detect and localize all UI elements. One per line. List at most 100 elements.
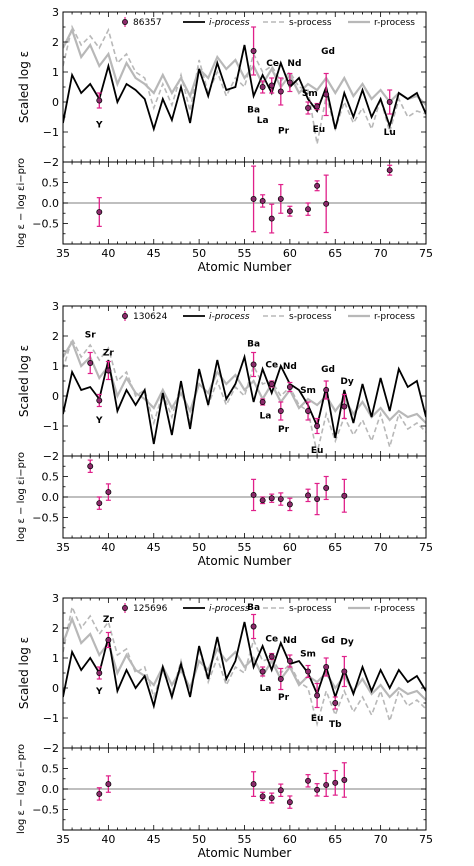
residual-point <box>259 197 266 204</box>
x-tick-label: 40 <box>101 541 115 554</box>
data-point <box>96 97 103 104</box>
legend-s-label: s-process <box>289 604 332 614</box>
element-label: Y <box>95 121 103 131</box>
x-axis-label: Atomic Number <box>198 260 292 274</box>
legend-star-label: 86357 <box>133 18 162 28</box>
residual-point <box>305 492 311 499</box>
data-point <box>286 384 293 390</box>
res-y-tick-label: 0.0 <box>42 197 60 210</box>
x-tick-label: 60 <box>283 833 297 846</box>
element-label: Pr <box>278 693 290 703</box>
residual-point <box>105 489 112 496</box>
x-tick-label: 40 <box>101 247 115 260</box>
model-lines <box>63 604 426 728</box>
element-label: Dy <box>340 377 353 387</box>
legend: 130624 i-process s-process r-process <box>122 311 415 322</box>
residual-point <box>259 793 266 800</box>
x-ticks: 35 40 45 50 55 60 65 70 75 <box>56 12 433 260</box>
residual-point <box>314 786 321 793</box>
x-tick-label: 60 <box>283 541 297 554</box>
legend-s-label: s-process <box>289 312 332 322</box>
element-label: Sm <box>300 650 316 660</box>
y-tick-label: 3 <box>52 300 59 313</box>
residual-point <box>386 167 393 174</box>
y-tick-label: −2 <box>43 450 59 463</box>
legend: 125696 i-process s-process r-process <box>122 603 415 614</box>
legend-marker <box>122 313 128 319</box>
legend-r-label: r-process <box>374 312 415 322</box>
x-tick-label: 45 <box>147 247 161 260</box>
element-label: Sm <box>300 386 316 396</box>
element-label: La <box>259 412 271 422</box>
y-tick-label: −1 <box>43 712 59 725</box>
element-label: Eu <box>311 714 324 724</box>
legend-i-label: i-process <box>209 312 250 322</box>
data-point <box>268 381 275 387</box>
element-label: Ce <box>265 635 278 645</box>
residual-point <box>105 781 112 788</box>
element-label: Sm <box>302 89 318 99</box>
residual-point <box>305 206 311 213</box>
data-point <box>105 637 112 643</box>
data-point <box>259 84 266 90</box>
residual-point <box>314 496 321 502</box>
legend-marker <box>122 19 128 25</box>
residual-y-axis-label: log ε − log εi−pro <box>16 744 27 834</box>
x-tick-label: 50 <box>192 541 206 554</box>
y-ticks: −2 −1 0 1 2 3 −0.5 0.0 0.5 <box>32 300 426 529</box>
r-process-line <box>63 615 426 701</box>
y-axis-label: Scaled log ε <box>17 637 31 709</box>
res-y-tick-label: 0.0 <box>42 491 60 504</box>
residual-point <box>305 777 311 784</box>
element-label: Y <box>95 416 103 426</box>
y-tick-label: 0 <box>52 682 59 695</box>
x-tick-label: 50 <box>192 247 206 260</box>
x-tick-label: 35 <box>56 833 70 846</box>
data-point <box>250 623 257 630</box>
res-y-tick-label: 0.5 <box>42 471 60 484</box>
legend-s-label: s-process <box>289 18 332 28</box>
i-process-line <box>63 44 426 133</box>
x-tick-label: 65 <box>328 247 342 260</box>
data-point <box>250 48 257 54</box>
y-tick-label: −2 <box>43 742 59 755</box>
data-point <box>96 670 103 676</box>
y-tick-label: 2 <box>52 36 59 49</box>
y-tick-label: 1 <box>52 66 59 79</box>
element-label: Gd <box>321 636 335 646</box>
y-tick-label: 2 <box>52 330 59 343</box>
observed-points <box>96 26 393 117</box>
residual-point <box>268 215 275 222</box>
element-label: Lu <box>384 128 396 138</box>
x-tick-label: 55 <box>238 833 252 846</box>
legend-r-label: r-process <box>374 604 415 614</box>
data-point <box>259 668 266 675</box>
x-tick-label: 40 <box>101 833 115 846</box>
residual-point <box>277 496 284 502</box>
residual-point <box>268 795 275 801</box>
y-axis-label: Scaled log ε <box>17 345 31 417</box>
x-ticks: 35 40 45 50 55 60 65 70 75 <box>56 598 433 846</box>
i-process-line <box>63 621 426 710</box>
data-point <box>305 668 311 675</box>
panel-130624: Sr Zr Y Ba Ce Nd La Pr Sm Eu Gd Dy 35 40 45 50 55 60 65 70 7… <box>16 300 433 568</box>
x-tick-label: 45 <box>147 833 161 846</box>
residual-point <box>323 485 330 491</box>
y-tick-label: 1 <box>52 652 59 665</box>
element-label: Zr <box>103 349 115 359</box>
x-tick-label: 65 <box>328 541 342 554</box>
x-axis-label: Atomic Number <box>198 846 292 860</box>
y-tick-label: 3 <box>52 592 59 605</box>
residual-point <box>277 787 284 794</box>
legend-r-label: r-process <box>374 18 415 28</box>
res-y-tick-label: 0.0 <box>42 783 60 796</box>
res-y-tick-label: −0.5 <box>32 512 59 525</box>
data-point <box>286 79 293 86</box>
legend-i-label: i-process <box>209 604 250 614</box>
data-point <box>305 105 311 111</box>
x-tick-label: 60 <box>283 247 297 260</box>
residual-point <box>332 779 339 786</box>
panel-125696: Zr Y Ba Ce Nd La Pr Sm Eu Tb Gd Dy 35 40 45 50 55 60 65 70 7… <box>16 592 433 860</box>
s-process-line <box>63 604 426 728</box>
